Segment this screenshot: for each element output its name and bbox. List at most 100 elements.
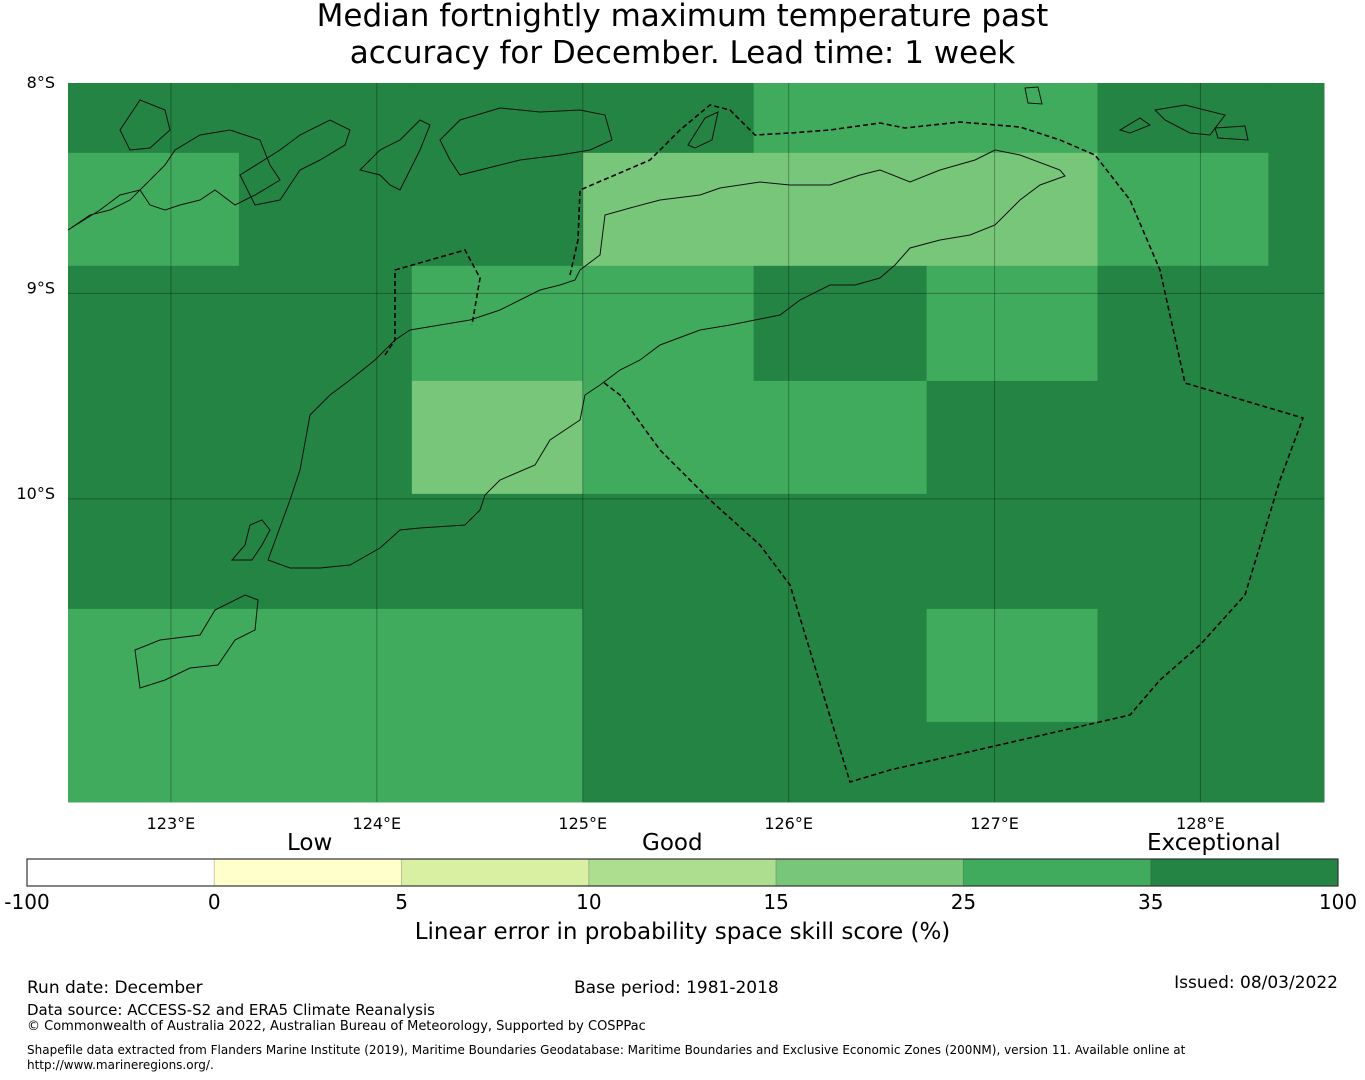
- grid-cell: [753, 83, 928, 154]
- northern-islands-coastline: [67, 86, 1249, 231]
- copyright: © Commonwealth of Australia 2022, Austra…: [27, 1019, 646, 1034]
- grid-cell: [1268, 152, 1325, 267]
- grid-cell: [68, 83, 240, 154]
- grid-cell: [1097, 152, 1269, 267]
- grid-cell: [1097, 608, 1269, 723]
- eez-boundary: [569, 104, 1305, 783]
- x-tick-label: 128°E: [1176, 814, 1225, 830]
- colorbar-segment: [962, 858, 1152, 887]
- x-tick-label: 124°E: [353, 814, 402, 830]
- oecusse-boundary: [384, 249, 481, 356]
- grid-cell: [411, 380, 584, 495]
- grid-cell: [753, 265, 928, 382]
- x-tick-label: 123°E: [147, 814, 196, 830]
- grid-cell: [753, 608, 928, 723]
- colorbar-tick-label: -100: [4, 890, 50, 914]
- grid-cell: [68, 493, 240, 610]
- colorbar-tick-label: 25: [950, 890, 977, 914]
- x-tick-label: 127°E: [970, 814, 1019, 830]
- grid-cell: [411, 493, 584, 610]
- grid-cell: [411, 608, 584, 723]
- grid-cell: [926, 83, 1099, 154]
- grid-cell: [753, 152, 928, 267]
- sawu-coastline: [134, 594, 259, 689]
- colorbar-segment: [213, 858, 403, 887]
- x-tick-label: 126°E: [764, 814, 813, 830]
- grid-cell: [582, 265, 755, 382]
- shapefile-credit: Shapefile data extracted from Flanders M…: [27, 1043, 1186, 1057]
- colorbar-segment: [401, 858, 590, 887]
- grid-cell: [1268, 608, 1325, 723]
- run-date: Run date: December: [27, 978, 203, 998]
- colorbar-category-good: Good: [642, 830, 703, 856]
- data-source: Data source: ACCESS-S2 and ERA5 Climate …: [27, 1001, 435, 1019]
- grid-cell: [926, 608, 1099, 723]
- grid-cell: [753, 493, 928, 610]
- grid-cell: [238, 83, 413, 154]
- colorbar-category-exceptional: Exceptional: [1147, 830, 1281, 856]
- grid-cell: [68, 265, 240, 382]
- grid-cell: [1268, 493, 1325, 610]
- y-tick-label: 9°S: [27, 278, 55, 297]
- grid-cell: [582, 83, 755, 154]
- shapefile-url: http://www.marineregions.org/.: [27, 1058, 214, 1072]
- grid-cell: [753, 380, 928, 495]
- grid-cell: [1268, 380, 1325, 495]
- grid-cell: [1268, 721, 1325, 803]
- y-tick-label: 8°S: [27, 73, 55, 92]
- grid-cell: [582, 608, 755, 723]
- grid-cell: [1268, 83, 1325, 154]
- maritime-boundaries: [384, 104, 1305, 783]
- grid-cell: [411, 265, 584, 382]
- grid-cell: [1097, 721, 1269, 803]
- grid-cell: [926, 380, 1099, 495]
- grid-cell: [411, 83, 584, 154]
- grid-cell: [582, 493, 755, 610]
- grid-cell: [1268, 265, 1325, 382]
- grid-cell: [238, 265, 413, 382]
- timor-coastline: [267, 149, 1066, 569]
- issued-date: Issued: 08/03/2022: [1174, 973, 1338, 993]
- colorbar-tick-label: 15: [763, 890, 789, 914]
- grid-cell: [1097, 83, 1269, 154]
- colorbar-tick-label: 35: [1137, 890, 1164, 914]
- grid-cell: [1097, 493, 1269, 610]
- colorbar-category-low: Low: [287, 830, 333, 856]
- y-tick-label: 10°S: [16, 484, 55, 503]
- colorbar-label: Linear error in probability space skill …: [414, 919, 951, 945]
- colorbar-segment: [26, 858, 215, 887]
- base-period: Base period: 1981-2018: [574, 978, 779, 998]
- grid-cell: [238, 152, 413, 267]
- grid-cell: [926, 721, 1099, 803]
- grid-cell: [926, 152, 1099, 267]
- title-line-2: accuracy for December. Lead time: 1 week: [349, 35, 1016, 71]
- colorbar-tick-label: 0: [207, 890, 221, 914]
- colorbar-tick-label: 5: [395, 890, 408, 914]
- grid-cell: [238, 380, 413, 495]
- x-tick-label: 125°E: [558, 814, 607, 830]
- grid-cell: [753, 721, 928, 803]
- colorbar-segment: [588, 858, 777, 887]
- colorbar-tick-label: 10: [576, 890, 602, 914]
- map-plot: 123°E 124°E 125°E 126°E 127°E 128°E 8°S 9°S 10°S: [16, 73, 1325, 830]
- grid-cell: [1097, 265, 1269, 382]
- grid-cell: [1097, 380, 1269, 495]
- grid-cell: [68, 380, 240, 495]
- colorbar-tick-label: 100: [1318, 890, 1358, 914]
- grid-cell: [238, 721, 413, 803]
- grid-cell: [411, 152, 584, 267]
- grid-cell: [926, 265, 1099, 382]
- grid-cell: [582, 380, 755, 495]
- colorbar-frame: [26, 858, 1339, 887]
- chart-title: Median fortnightly maximum temperature p…: [0, 0, 1365, 72]
- grid-cell: [582, 721, 755, 803]
- grid-cell: [68, 152, 240, 267]
- rote-coastline: [230, 519, 271, 561]
- grid-cell: [238, 493, 413, 610]
- grid-cell: [411, 721, 584, 803]
- colorbar-segment: [775, 858, 964, 887]
- colorbar: [26, 858, 1339, 887]
- title-line-1: Median fortnightly maximum temperature p…: [316, 0, 1049, 34]
- coastlines: [67, 86, 1249, 689]
- grid-cell: [68, 721, 240, 803]
